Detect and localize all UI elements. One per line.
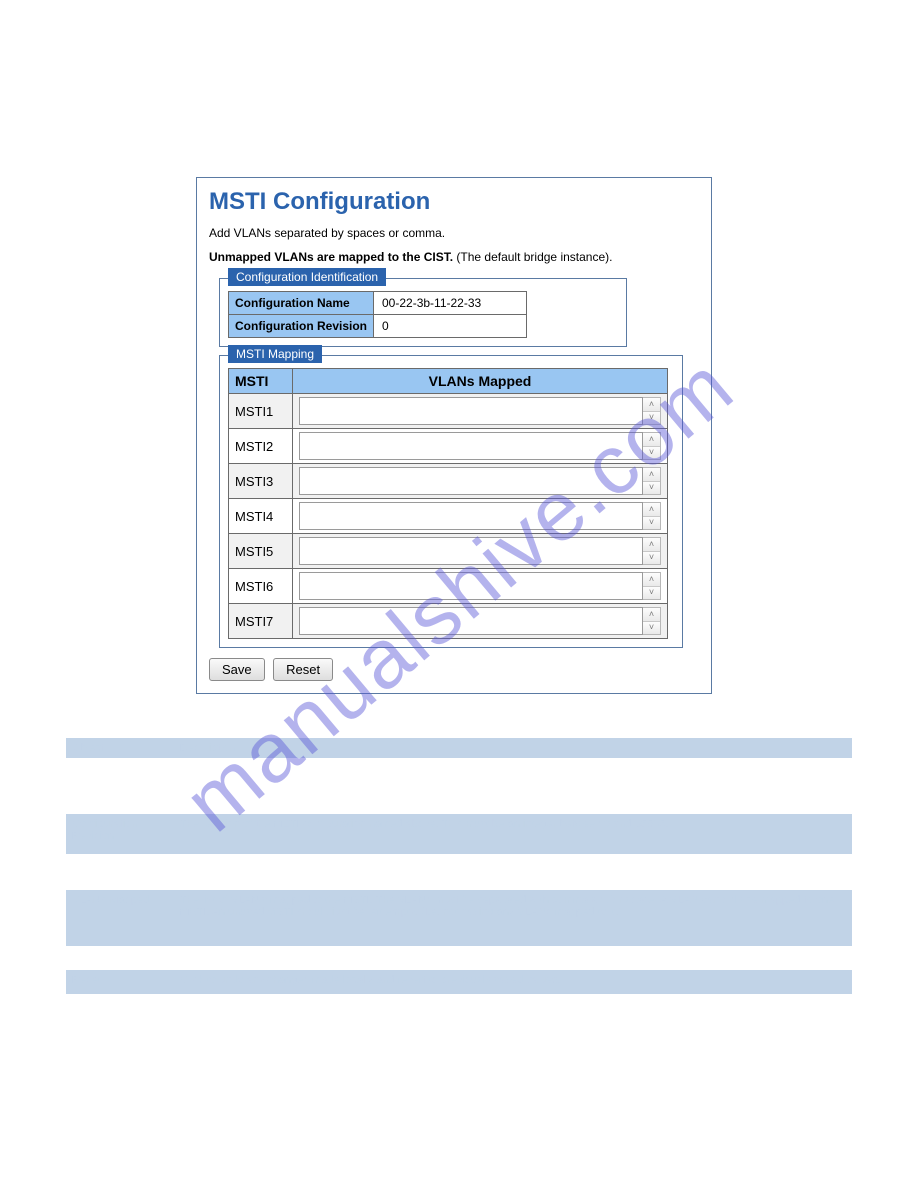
config-name-label: Configuration Name xyxy=(229,292,374,315)
vlans-mapped-input[interactable] xyxy=(299,467,643,495)
desc-row: Configuration NameThe name identifying t… xyxy=(66,758,852,814)
spinner-up-icon[interactable]: ˄ xyxy=(643,398,660,412)
desc-row: VLANs MappedThe list of VLAN's mapped to… xyxy=(66,890,852,946)
desc-description: The revision of the MSTI configuration n… xyxy=(174,814,852,854)
spinner-down-icon[interactable]: ˅ xyxy=(643,482,660,495)
msti-mapping-table: MSTI VLANs Mapped MSTI1˄˅MSTI2˄˅MSTI3˄˅M… xyxy=(228,368,668,639)
page-title: MSTI Configuration xyxy=(209,188,699,216)
spinner-down-icon[interactable]: ˅ xyxy=(643,412,660,425)
desc-description: Click to undo any changes made locally a… xyxy=(174,970,852,994)
desc-description: Click to save changes. xyxy=(174,946,852,970)
instruction-tail: (The default bridge instance). xyxy=(453,250,612,264)
textarea-spinner: ˄˅ xyxy=(643,537,661,565)
instruction-bold: Unmapped VLANs are mapped to the CIST. xyxy=(209,250,453,264)
vlans-col-header: VLANs Mapped xyxy=(293,369,668,394)
desc-object: Configuration Revision xyxy=(66,814,174,854)
msti-label: MSTI3 xyxy=(229,464,293,499)
spinner-up-icon[interactable]: ˄ xyxy=(643,573,660,587)
msti-label: MSTI2 xyxy=(229,429,293,464)
reset-button[interactable]: Reset xyxy=(273,658,333,681)
spinner-down-icon[interactable]: ˅ xyxy=(643,552,660,565)
spinner-up-icon[interactable]: ˄ xyxy=(643,468,660,482)
msti-vlans-cell: ˄˅ xyxy=(293,604,668,639)
instruction-text-2: Unmapped VLANs are mapped to the CIST. (… xyxy=(209,250,699,264)
desc-header-object: Object xyxy=(66,738,174,758)
config-revision-cell xyxy=(374,315,527,338)
spinner-down-icon[interactable]: ˅ xyxy=(643,587,660,600)
msti-mapping-legend: MSTI Mapping xyxy=(228,345,322,363)
msti-row: MSTI7 ˄˅ xyxy=(229,604,668,639)
config-identification-fieldset: Configuration Identification Configurati… xyxy=(219,278,627,347)
config-identification-legend: Configuration Identification xyxy=(228,268,386,286)
vlans-mapped-input[interactable] xyxy=(299,572,643,600)
msti-label: MSTI6 xyxy=(229,569,293,604)
msti-label: MSTI4 xyxy=(229,499,293,534)
msti-label: MSTI7 xyxy=(229,604,293,639)
spinner-up-icon[interactable]: ˄ xyxy=(643,538,660,552)
msti-label: MSTI5 xyxy=(229,534,293,569)
config-name-row: Configuration Name xyxy=(229,292,527,315)
textarea-spinner: ˄˅ xyxy=(643,607,661,635)
textarea-spinner: ˄˅ xyxy=(643,502,661,530)
desc-header-row: Object Description xyxy=(66,738,852,758)
msti-row: MSTI3 ˄˅ xyxy=(229,464,668,499)
desc-header-description: Description xyxy=(174,738,852,758)
msti-vlans-cell: ˄˅ xyxy=(293,394,668,429)
msti-vlans-cell: ˄˅ xyxy=(293,534,668,569)
spinner-up-icon[interactable]: ˄ xyxy=(643,433,660,447)
vlans-mapped-input[interactable] xyxy=(299,607,643,635)
vlans-mapped-input[interactable] xyxy=(299,397,643,425)
config-name-input[interactable] xyxy=(380,295,520,311)
desc-row: ResetClick to undo any changes made loca… xyxy=(66,970,852,994)
spinner-up-icon[interactable]: ˄ xyxy=(643,608,660,622)
desc-object: VLANs Mapped xyxy=(66,890,174,946)
config-revision-row: Configuration Revision xyxy=(229,315,527,338)
config-revision-input[interactable] xyxy=(380,318,520,334)
button-bar: Save Reset xyxy=(209,658,699,681)
textarea-spinner: ˄˅ xyxy=(643,572,661,600)
desc-row: SaveClick to save changes. xyxy=(66,946,852,970)
msti-row: MSTI1 ˄˅ xyxy=(229,394,668,429)
msti-vlans-cell: ˄˅ xyxy=(293,464,668,499)
msti-row: MSTI5 ˄˅ xyxy=(229,534,668,569)
spinner-down-icon[interactable]: ˅ xyxy=(643,517,660,530)
vlans-mapped-input[interactable] xyxy=(299,502,643,530)
spinner-up-icon[interactable]: ˄ xyxy=(643,503,660,517)
vlans-mapped-input[interactable] xyxy=(299,432,643,460)
desc-object: MSTI xyxy=(66,854,174,890)
instruction-text-1: Add VLANs separated by spaces or comma. xyxy=(209,226,699,240)
desc-row: Configuration RevisionThe revision of th… xyxy=(66,814,852,854)
msti-config-panel: MSTI Configuration Add VLANs separated b… xyxy=(196,177,712,694)
description-table: Object Description Configuration NameThe… xyxy=(66,738,852,994)
msti-row: MSTI4 ˄˅ xyxy=(229,499,668,534)
msti-col-header: MSTI xyxy=(229,369,293,394)
desc-object: Configuration Name xyxy=(66,758,174,814)
vlans-mapped-input[interactable] xyxy=(299,537,643,565)
desc-description: The name identifying the VLAN to MSTI ma… xyxy=(174,758,852,814)
msti-mapping-fieldset: MSTI Mapping MSTI VLANs Mapped MSTI1˄˅MS… xyxy=(219,355,683,648)
config-id-table: Configuration Name Configuration Revisio… xyxy=(228,291,527,338)
msti-vlans-cell: ˄˅ xyxy=(293,499,668,534)
desc-object: Save xyxy=(66,946,174,970)
desc-object: Reset xyxy=(66,970,174,994)
spinner-down-icon[interactable]: ˅ xyxy=(643,622,660,635)
textarea-spinner: ˄˅ xyxy=(643,467,661,495)
config-name-cell xyxy=(374,292,527,315)
textarea-spinner: ˄˅ xyxy=(643,432,661,460)
msti-label: MSTI1 xyxy=(229,394,293,429)
msti-vlans-cell: ˄˅ xyxy=(293,569,668,604)
desc-row: MSTIThe bridge instance. The CIST is not… xyxy=(66,854,852,890)
desc-description: The list of VLAN's mapped to the MSTI. T… xyxy=(174,890,852,946)
msti-row: MSTI2 ˄˅ xyxy=(229,429,668,464)
msti-row: MSTI6 ˄˅ xyxy=(229,569,668,604)
desc-description: The bridge instance. The CIST is not ava… xyxy=(174,854,852,890)
spinner-down-icon[interactable]: ˅ xyxy=(643,447,660,460)
textarea-spinner: ˄˅ xyxy=(643,397,661,425)
msti-vlans-cell: ˄˅ xyxy=(293,429,668,464)
save-button[interactable]: Save xyxy=(209,658,265,681)
config-revision-label: Configuration Revision xyxy=(229,315,374,338)
